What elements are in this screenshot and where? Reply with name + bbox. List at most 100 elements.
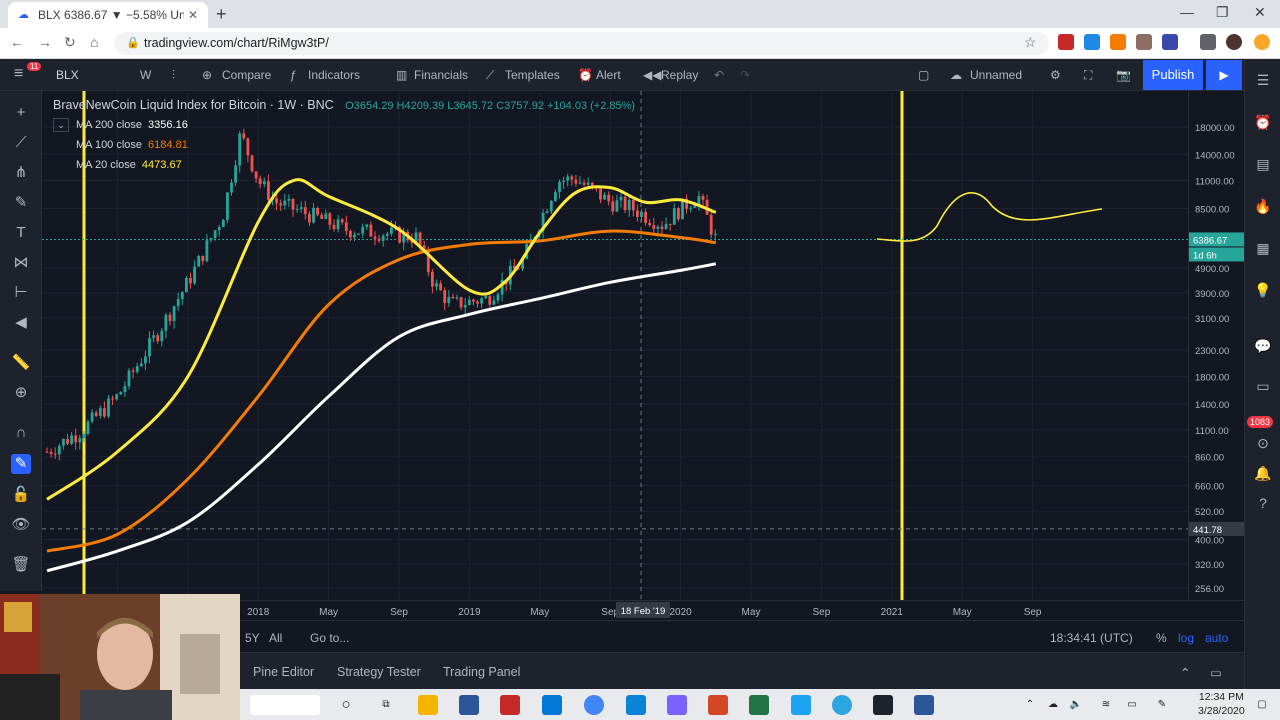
percent-scale-button[interactable]: % [1156,631,1167,645]
file-explorer-icon[interactable] [418,695,438,715]
range-all-button[interactable]: All [269,631,283,645]
taskbar-search-box[interactable] [250,695,320,715]
battery-icon[interactable]: ▭ [1127,699,1137,710]
collapse-legend-icon[interactable]: ⌄ [53,118,69,132]
cortana-icon[interactable]: ○ [341,696,351,713]
store-icon[interactable] [459,695,479,715]
layout-icon[interactable]: ▢ [918,68,930,82]
ma20-line[interactable] [46,178,717,501]
edge-icon[interactable] [626,695,646,715]
data-window-icon[interactable]: ▤ [1256,156,1270,172]
menu-icon[interactable]: ≡ [14,65,24,82]
task-view-icon[interactable]: ⧉ [382,699,390,710]
word-icon[interactable] [914,695,934,715]
ruler-icon[interactable]: 📏 [11,354,31,371]
back-icon[interactable]: ← [10,34,24,50]
chart-pane[interactable] [42,91,1188,600]
twitter-icon[interactable] [791,695,811,715]
extension-icon[interactable] [1058,34,1074,50]
alerts-icon[interactable]: ⏰ [1254,114,1272,130]
maximize-icon[interactable]: ❐ [1216,4,1229,20]
extension-icon[interactable] [1162,34,1178,50]
publish-button[interactable]: Publish [1143,60,1203,90]
watchlist-icon[interactable]: ☰ [1256,72,1270,88]
redo-icon[interactable]: ↷ [740,68,751,82]
pen-icon[interactable]: ✎ [1157,699,1167,710]
maximize-panel-icon[interactable]: ▭ [1210,666,1222,680]
settings-gear-icon[interactable]: ⚙ [1050,68,1061,82]
trend-line-icon[interactable]: ⟋ [15,134,27,151]
strategy-tester-tab[interactable]: Strategy Tester [337,665,421,679]
excel-icon[interactable] [749,695,769,715]
time-scale[interactable]: May Sep 2018 May Sep 2019 May Sep 2020 May Sep 2021… [42,600,1244,620]
price-scale[interactable]: 256.00 320.00 400.00 520.00 660.00 860.00 1100… [1188,91,1245,600]
stay-drawing-icon[interactable]: ✎ [11,454,31,474]
clock-utc[interactable]: 18:34:41 (UTC) [1050,631,1133,645]
zoom-icon[interactable]: ⊕ [14,384,28,401]
back-arrow-icon[interactable]: ◀ [15,314,27,331]
wifi-icon[interactable]: ≋ [1101,699,1111,710]
new-tab-icon[interactable]: + [216,4,227,24]
taskbar-clock[interactable]: 12:34 PM 3/28/2020 [1198,690,1245,718]
forecast-drawing[interactable] [876,192,1103,242]
range-5y-button[interactable]: 5Y [245,631,260,645]
fib-icon[interactable]: ⋔ [14,164,28,181]
undo-icon[interactable]: ↶ [714,68,725,82]
notifications-icon[interactable]: ⊙ [1257,435,1269,451]
ma20-legend[interactable]: MA 20 close 4473.67 [76,159,182,171]
update-icon[interactable] [1254,34,1270,50]
pine-editor-tab[interactable]: Pine Editor [253,665,315,679]
measure-icon[interactable]: ⊢ [14,284,28,301]
close-window-icon[interactable]: ✕ [1254,4,1266,20]
text-icon[interactable]: T [16,224,26,241]
action-center-icon[interactable]: ▢ [1257,699,1267,710]
extensions-menu-icon[interactable] [1200,34,1216,50]
tray-chevron-icon[interactable]: ⌃ [1025,699,1035,710]
price-chart[interactable] [42,91,1188,600]
url-field[interactable]: 🔒 tradingview.com/chart/RiMgw3tP/ [114,32,1049,55]
ma200-legend[interactable]: MA 200 close 3356.16 [76,119,188,131]
browser-tab[interactable]: ☁ BLX 6386.67 ▼ −5.58% Unnamed ✕ [8,2,208,28]
volume-icon[interactable]: 🔈 [1069,699,1083,710]
home-icon[interactable]: ⌂ [90,34,99,50]
pattern-icon[interactable]: ⋈ [13,254,29,271]
interval-button[interactable]: W [140,68,152,82]
crosshair-icon[interactable]: + [16,104,26,121]
reload-icon[interactable]: ↻ [64,34,76,50]
calendar-icon[interactable]: ▦ [1256,240,1270,256]
ma100-line[interactable] [46,229,717,553]
symbol-search[interactable]: BLX [56,68,79,82]
fullscreen-icon[interactable]: ⛶ [1084,68,1093,82]
app-icon[interactable] [667,695,687,715]
auto-scale-button[interactable]: auto [1205,631,1229,645]
chrome-icon[interactable] [584,695,604,715]
trash-icon[interactable]: 🗑 [11,556,31,573]
alert-button[interactable]: Alert [596,68,621,82]
tray-icon[interactable]: ☁ [1048,699,1058,710]
templates-button[interactable]: Templates [505,68,560,82]
bookmark-star-icon[interactable]: ☆ [1024,34,1037,50]
chat-icon[interactable]: 💬 [1254,338,1272,354]
telegram-icon[interactable] [832,695,852,715]
magnet-icon[interactable]: ∩ [15,424,27,441]
indicators-button[interactable]: Indicators [308,68,361,82]
compare-button[interactable]: Compare [222,68,272,82]
replay-button[interactable]: Replay [661,68,699,82]
chart-style-icon[interactable]: ⫶ [172,68,176,82]
extension-icon[interactable] [1084,34,1100,50]
close-tab-icon[interactable]: ✕ [187,8,198,22]
brush-icon[interactable]: ✎ [14,194,28,211]
minimize-icon[interactable]: — [1180,4,1194,20]
lock-drawings-icon[interactable]: 🔓 [11,486,31,503]
goto-button[interactable]: Go to... [310,631,350,645]
metamask-extension-icon[interactable] [1110,34,1126,50]
ideas-icon[interactable]: 💡 [1254,282,1272,298]
ma200-line[interactable] [46,262,717,573]
ma100-legend[interactable]: MA 100 close 6184.81 [76,139,188,151]
hotlist-icon[interactable]: 🔥 [1254,198,1272,214]
bell-icon[interactable]: 🔔 [1254,465,1272,481]
gift-app-icon[interactable] [500,695,520,715]
help-icon[interactable]: ? [1259,495,1267,511]
forward-icon[interactable]: → [38,34,52,50]
log-scale-button[interactable]: log [1178,631,1195,645]
